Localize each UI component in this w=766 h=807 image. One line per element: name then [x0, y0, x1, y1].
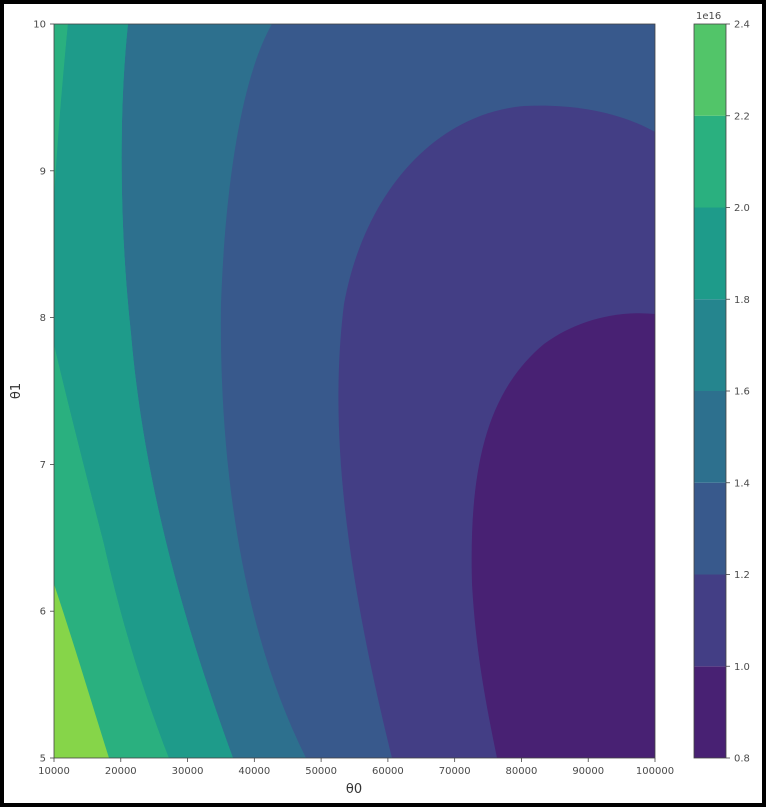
chart-frame: 10000 20000 30000 40000 50000 60000 70000 80000… — [4, 4, 762, 803]
contour-region-2.0-2.2 — [54, 24, 169, 758]
contour-region-0.8-1.0 — [471, 313, 655, 758]
contour-region-2.2-2.4 — [54, 584, 109, 758]
x-axis-label: θ0 — [346, 782, 362, 797]
y-axis-ticks: 5 6 7 8 9 10 — [33, 20, 54, 765]
x-tick-label: 90000 — [572, 766, 604, 777]
colorbar-tick-label: 0.8 — [734, 754, 750, 765]
colorbar-segment — [694, 482, 726, 575]
contour-region-1.8-2.0-inner — [54, 24, 233, 758]
colorbar-segment — [694, 24, 726, 116]
y-axis-label: θ1 — [9, 383, 24, 399]
x-tick-label: 30000 — [172, 766, 204, 777]
colorbar-segment — [694, 666, 726, 758]
colorbar-segment — [694, 207, 726, 300]
y-tick-label: 8 — [40, 313, 46, 324]
x-tick-label: 50000 — [305, 766, 337, 777]
x-tick-label: 100000 — [636, 766, 674, 777]
colorbar-tick-label: 2.4 — [734, 20, 750, 31]
colorbar-segment — [694, 574, 726, 667]
x-tick-label: 20000 — [105, 766, 137, 777]
x-tick-label: 70000 — [439, 766, 471, 777]
y-tick-label: 5 — [40, 754, 46, 765]
colorbar-tick-label: 1.4 — [734, 478, 750, 489]
colorbar-tick-label: 1.8 — [734, 295, 750, 306]
colorbar-tick-label: 1.6 — [734, 387, 750, 398]
x-tick-label: 10000 — [38, 766, 70, 777]
x-axis-ticks: 10000 20000 30000 40000 50000 60000 70000 80000… — [38, 758, 674, 777]
y-tick-label: 10 — [33, 20, 46, 31]
colorbar-tick-label: 1.2 — [734, 570, 750, 581]
colorbar-tick-label: 2.2 — [734, 111, 750, 122]
colorbar-offset-text: 1e16 — [696, 11, 721, 22]
colorbar-segment — [694, 299, 726, 391]
x-tick-label: 60000 — [372, 766, 404, 777]
colorbar-tick-label: 1.0 — [734, 662, 750, 673]
y-tick-label: 7 — [40, 460, 46, 471]
colorbar-segment — [694, 391, 726, 483]
y-tick-label: 6 — [40, 607, 46, 618]
x-tick-label: 80000 — [506, 766, 538, 777]
x-tick-label: 40000 — [238, 766, 270, 777]
colorbar-segment — [694, 115, 726, 208]
contour-regions — [54, 24, 655, 758]
contour-chart: 10000 20000 30000 40000 50000 60000 70000 80000… — [9, 11, 750, 797]
y-tick-label: 9 — [40, 166, 46, 177]
plot-area-border — [53, 23, 656, 759]
colorbar-tick-label: 2.0 — [734, 203, 750, 214]
colorbar: 0.8 1.0 1.2 1.4 1.6 1.8 2.0 2.2 2.4 — [693, 20, 750, 765]
